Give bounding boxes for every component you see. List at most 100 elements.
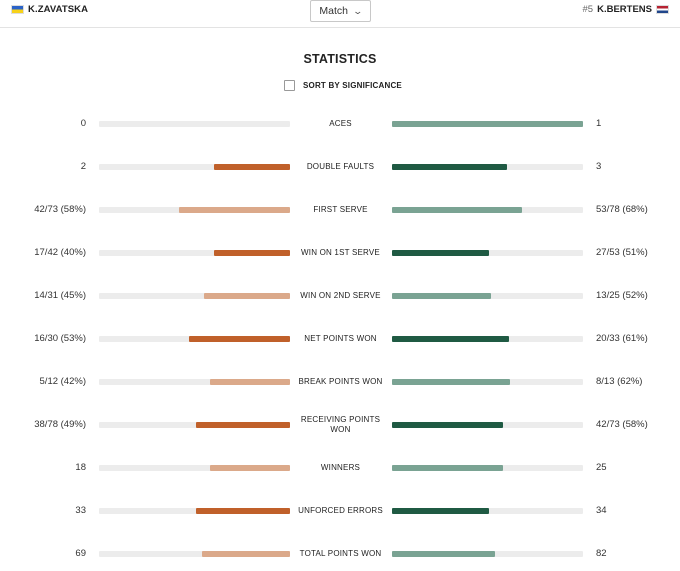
stat-label: DOUBLE FAULTS	[306, 162, 375, 171]
period-select-value: Match	[319, 5, 349, 17]
stat-row: 69 TOTAL POINTS WON 82	[0, 542, 680, 566]
right-player-name: K.BERTENS	[597, 4, 652, 15]
left-player-stat-value: 33	[75, 505, 86, 516]
stat-row: 33 UNFORCED ERRORS 34	[0, 499, 680, 523]
stat-row: 14/31 (45%) WIN ON 2ND SERVE 13/25 (52%)	[0, 284, 680, 308]
netherlands-flag-icon	[656, 5, 669, 14]
stat-label: FIRST SERVE	[313, 205, 368, 214]
stat-label: ACES	[329, 119, 352, 128]
left-stat-bar-fill	[213, 164, 290, 170]
left-stat-bar-track	[99, 508, 290, 514]
right-stat-bar-fill	[392, 164, 507, 170]
stat-row: 18 WINNERS 25	[0, 456, 680, 480]
right-stat-bar-fill	[392, 250, 490, 256]
right-stat-bar-track	[392, 293, 583, 299]
stat-label: UNFORCED ERRORS	[298, 506, 383, 515]
right-player-stat-value: 13/25 (52%)	[596, 290, 648, 301]
left-stat-bar-track	[99, 465, 290, 471]
right-stat-bar-fill	[392, 422, 503, 428]
right-player-stat-value: 34	[596, 505, 607, 516]
left-stat-bar-track	[99, 336, 290, 342]
stat-row: 17/42 (40%) WIN ON 1ST SERVE 27/53 (51%)	[0, 241, 680, 265]
left-stat-bar-track	[99, 250, 290, 256]
stat-row: 0 ACES 1	[0, 112, 680, 136]
left-stat-bar-fill	[196, 508, 290, 514]
right-player-stat-value: 25	[596, 462, 607, 473]
stat-row: 42/73 (58%) FIRST SERVE 53/78 (68%)	[0, 198, 680, 222]
sort-checkbox[interactable]	[284, 80, 295, 91]
right-stat-bar-fill	[392, 379, 511, 385]
chevron-down-icon: ⌄	[352, 5, 364, 16]
left-player-stat-value: 38/78 (49%)	[34, 419, 86, 430]
left-stat-bar-fill	[209, 465, 290, 471]
stat-label: BREAK POINTS WON	[298, 377, 383, 386]
left-player-stat-value: 5/12 (42%)	[39, 376, 86, 387]
left-stat-bar-fill	[179, 207, 290, 213]
right-stat-bar-fill	[392, 121, 583, 127]
right-stat-bar-fill	[392, 508, 490, 514]
right-stat-bar-track	[392, 336, 583, 342]
right-player-stat-value: 3	[596, 161, 602, 172]
page-title: STATISTICS	[303, 52, 377, 66]
right-stat-bar-track	[392, 465, 583, 471]
sort-label: SORT BY SIGNIFICANCE	[303, 81, 402, 90]
right-stat-bar-fill	[392, 336, 509, 342]
right-player-stat-value: 82	[596, 548, 607, 559]
right-stat-bar-track	[392, 121, 583, 127]
right-stat-bar-track	[392, 422, 583, 428]
right-stat-bar-fill	[392, 207, 522, 213]
right-stat-bar-fill	[392, 293, 492, 299]
ukraine-flag-icon	[11, 5, 24, 14]
stat-label: WIN ON 2ND SERVE	[300, 291, 381, 300]
stat-row: 2 DOUBLE FAULTS 3	[0, 155, 680, 179]
right-player-stat-value: 20/33 (61%)	[596, 333, 648, 344]
period-select[interactable]: Match ⌄	[310, 0, 371, 22]
left-stat-bar-fill	[213, 250, 290, 256]
stat-label: NET POINTS WON	[304, 334, 377, 343]
right-stat-bar-fill	[392, 551, 496, 557]
left-player-stat-value: 18	[75, 462, 86, 473]
left-player-stat-value: 0	[80, 118, 86, 129]
left-stat-bar-fill	[196, 422, 290, 428]
right-stat-bar-track	[392, 508, 583, 514]
left-stat-bar-track	[99, 422, 290, 428]
right-player-stat-value: 1	[596, 118, 602, 129]
left-player-stat-value: 42/73 (58%)	[34, 204, 86, 215]
left-stat-bar-fill	[204, 293, 290, 299]
left-player-name: K.ZAVATSKA	[28, 4, 89, 15]
right-player: #5 K.BERTENS	[583, 4, 669, 15]
match-header: K.ZAVATSKA Match ⌄ #5 K.BERTENS	[0, 0, 680, 28]
right-player-stat-value: 53/78 (68%)	[596, 204, 648, 215]
right-stat-bar-track	[392, 551, 583, 557]
left-stat-bar-fill	[209, 379, 290, 385]
right-player-stat-value: 42/73 (58%)	[596, 419, 648, 430]
sort-by-significance-toggle[interactable]: SORT BY SIGNIFICANCE	[284, 80, 402, 91]
left-player-stat-value: 2	[80, 161, 86, 172]
stat-row: 5/12 (42%) BREAK POINTS WON 8/13 (62%)	[0, 370, 680, 394]
left-stat-bar-fill	[188, 336, 290, 342]
right-player-stat-value: 27/53 (51%)	[596, 247, 648, 258]
left-player-stat-value: 14/31 (45%)	[34, 290, 86, 301]
left-stat-bar-track	[99, 207, 290, 213]
stat-label: RECEIVING POINTS WON	[300, 415, 381, 434]
left-player: K.ZAVATSKA	[11, 4, 88, 15]
left-stat-bar-fill	[202, 551, 290, 557]
stat-label: WIN ON 1ST SERVE	[301, 248, 380, 257]
right-stat-bar-track	[392, 379, 583, 385]
right-stat-bar-fill	[392, 465, 503, 471]
left-stat-bar-track	[99, 164, 290, 170]
right-player-seed: #5	[582, 4, 594, 15]
stat-row: 16/30 (53%) NET POINTS WON 20/33 (61%)	[0, 327, 680, 351]
right-stat-bar-track	[392, 207, 583, 213]
left-player-stat-value: 69	[75, 548, 86, 559]
left-stat-bar-track	[99, 121, 290, 127]
right-stat-bar-track	[392, 250, 583, 256]
stat-label: TOTAL POINTS WON	[299, 549, 382, 558]
right-stat-bar-track	[392, 164, 583, 170]
left-stat-bar-track	[99, 293, 290, 299]
left-player-stat-value: 17/42 (40%)	[34, 247, 86, 258]
right-player-stat-value: 8/13 (62%)	[596, 376, 643, 387]
left-stat-bar-track	[99, 379, 290, 385]
left-player-stat-value: 16/30 (53%)	[34, 333, 86, 344]
